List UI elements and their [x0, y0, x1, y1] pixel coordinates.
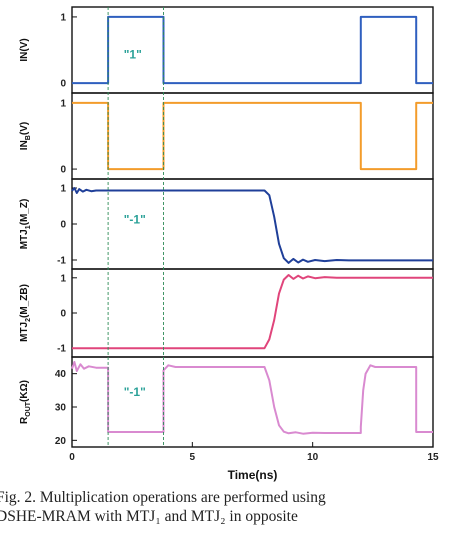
caption-line-1: Fig. 2. Multiplication operations are pe…: [0, 489, 326, 506]
xtick-label: 0: [69, 452, 75, 463]
panel-in-annotation: "1": [124, 48, 142, 62]
panel-mtj1-ytick-label: -1: [57, 256, 66, 267]
panel-mtj1-ytick-label: 1: [60, 184, 66, 195]
panel-inb-ytick-label: 1: [60, 98, 66, 109]
panel-rout-ytick-label: 40: [55, 369, 67, 380]
panel-inb-ylabel: INB(V): [19, 122, 32, 150]
caption-line-2: DSHE-MRAM with MTJ₁ and MTJ₂ in opposite: [0, 508, 298, 525]
series-line-MTJ1: [71, 187, 433, 264]
panel-mtj2-ylabel: MTJ2(M_ZB): [19, 284, 32, 342]
panel-rout-frame: [71, 356, 434, 448]
series-line-MTJ2: [72, 274, 433, 350]
x-axis-label: Time(ns): [228, 468, 278, 482]
panel-rout-annotation: "-1": [124, 385, 146, 399]
xtick-label: 15: [427, 452, 439, 463]
panel-mtj2-ytick-label: -1: [57, 344, 66, 355]
panel-mtj1-ytick-label: 0: [60, 220, 66, 231]
series-line-Rout: [71, 361, 433, 435]
series-line-INB: [72, 101, 433, 171]
panel-mtj2-ytick-label: 0: [60, 309, 66, 320]
panel-inb-frame: [71, 92, 434, 180]
figure-caption: Fig. 2. Multiplication operations are pe…: [0, 488, 474, 536]
panel-rout-ytick-label: 20: [55, 436, 67, 447]
panel-rout-ylabel: ROUT(KΩ): [19, 380, 32, 424]
panel-mtj1-ylabel: MTJ1(M_Z): [19, 199, 32, 250]
xtick-label: 10: [307, 452, 319, 463]
panel-mtj2-frame: [71, 268, 434, 358]
panel-mtj1-annotation: "-1": [124, 213, 146, 227]
panel-in-ytick-label: 1: [60, 12, 66, 23]
panel-inb-ytick-label: 0: [60, 165, 66, 176]
panel-rout-ytick-label: 30: [55, 403, 67, 414]
xtick-label: 5: [190, 452, 196, 463]
panel-mtj2-ytick-label: 1: [60, 273, 66, 284]
panel-in-ylabel: IN(V): [19, 38, 30, 61]
series-line-IN: [72, 15, 433, 85]
panel-in-ytick-label: 0: [60, 79, 66, 90]
